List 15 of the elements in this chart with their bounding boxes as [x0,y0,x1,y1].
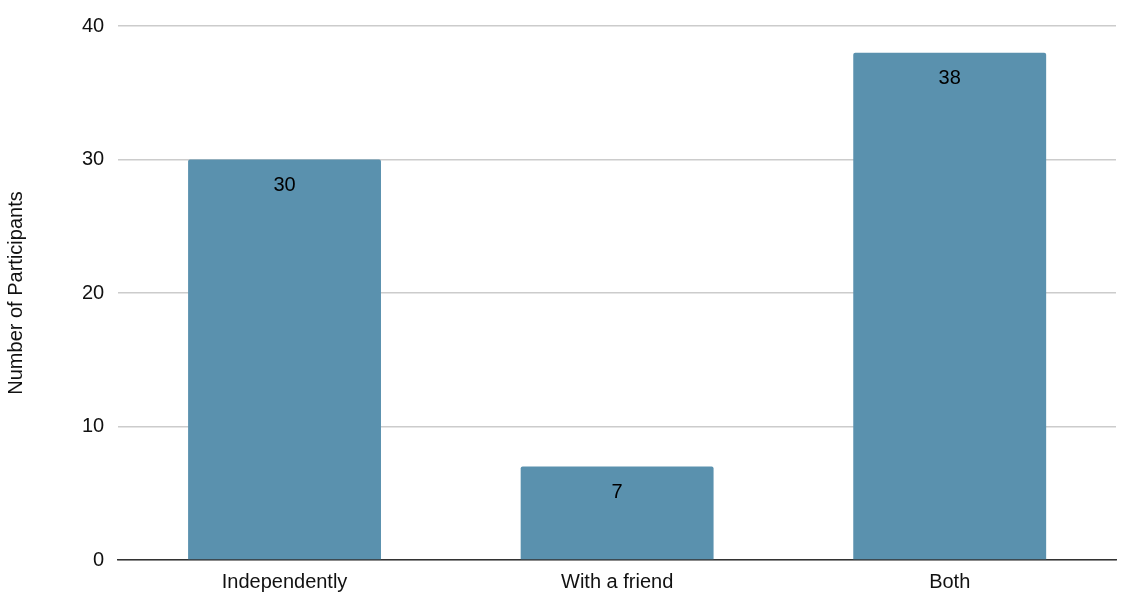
x-tick-label: With a friend [560,569,674,592]
y-tick-label: 20 [82,280,105,303]
y-axis-title: Number of Participants [3,191,26,395]
y-tick-label: 30 [82,147,105,170]
y-tick-label: 0 [93,547,105,570]
bar [520,466,714,560]
bar [188,159,381,560]
x-tick-label: Both [929,569,971,592]
x-tick-label: Independently [221,569,348,592]
y-tick-label: 40 [82,13,105,36]
y-tick-label: 10 [82,414,105,437]
bar [853,52,1047,560]
data-label: 30 [273,173,296,196]
data-label: 7 [611,480,623,503]
data-label: 38 [938,66,961,89]
